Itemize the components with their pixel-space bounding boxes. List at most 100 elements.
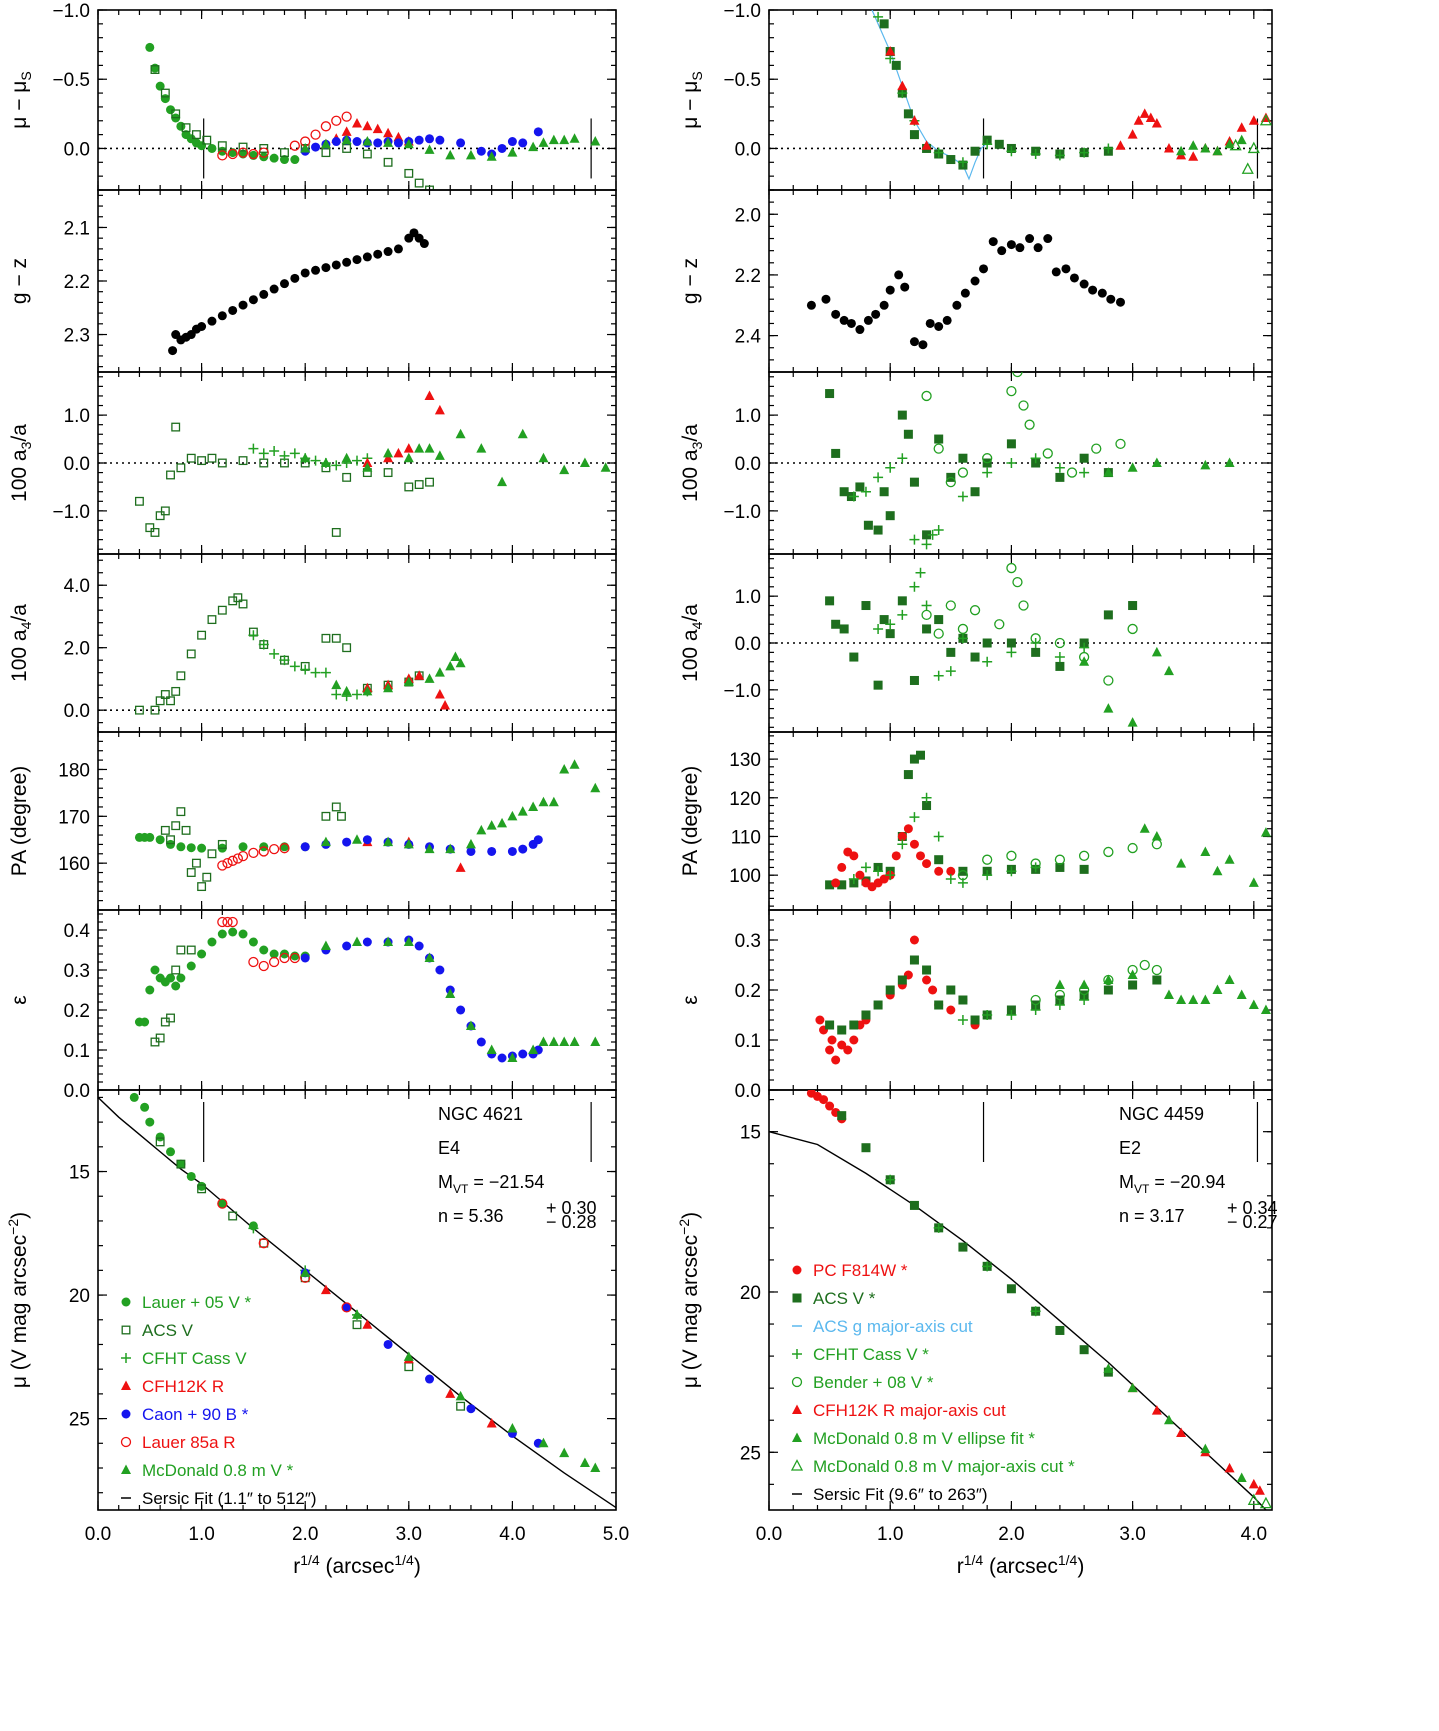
data-point [166, 973, 176, 983]
x-tick-label: 0.0 [756, 1524, 782, 1545]
label-part: r [957, 1555, 964, 1578]
data-point [341, 111, 352, 122]
data-point [486, 1418, 497, 1428]
label-part: PA (degree) [8, 766, 31, 877]
series [848, 792, 1041, 888]
series [150, 945, 196, 1047]
data-point [160, 88, 170, 98]
data-point [916, 750, 926, 760]
data-point [134, 705, 144, 715]
data-point [933, 525, 944, 536]
series [871, 10, 988, 181]
legend-label: Bender + 08 V * [813, 1373, 934, 1392]
label-part: 1/4 [300, 1552, 320, 1568]
data-point [1006, 439, 1016, 449]
data-point [538, 137, 549, 147]
series [217, 111, 352, 161]
legend-marker [121, 1464, 131, 1474]
data-point [341, 1302, 352, 1313]
panel-data [769, 1090, 1272, 1510]
y-tick-label: 0.0 [735, 634, 761, 655]
data-point [217, 311, 227, 321]
data-point [517, 806, 528, 816]
data-point [1248, 1478, 1259, 1489]
data-point [922, 965, 932, 975]
series [1054, 969, 1271, 1014]
data-point [258, 147, 269, 158]
data-point [885, 629, 895, 639]
data-point [217, 839, 227, 849]
series [134, 832, 310, 853]
data-point [1224, 457, 1235, 467]
legend-marker [121, 1409, 131, 1419]
data-point [414, 178, 424, 188]
data-point [559, 1447, 570, 1458]
series [921, 372, 1126, 488]
data-point [946, 866, 956, 876]
data-point [321, 633, 331, 643]
series [134, 927, 310, 1027]
data-point [331, 137, 341, 147]
data-point [934, 855, 944, 865]
label-part: S [18, 71, 34, 80]
label-part: ACS g major-axis cut [813, 1317, 973, 1336]
series [160, 802, 346, 892]
legend-marker [121, 1325, 131, 1335]
data-point [331, 460, 342, 471]
data-point [897, 453, 908, 464]
label-part: μ − μ [8, 81, 31, 129]
label-part: CFHT Cass V [142, 1349, 247, 1368]
data-point [1079, 864, 1089, 874]
data-point [227, 148, 238, 160]
series [1176, 134, 1247, 156]
series [168, 228, 429, 356]
panel-data [825, 750, 1271, 892]
data-point [1024, 419, 1035, 430]
data-point [310, 129, 321, 140]
data-point [518, 1049, 528, 1059]
data-point [393, 447, 404, 458]
data-point [1200, 1443, 1211, 1454]
legend: PC F814W *ACS V *ACS g major-axis cutCFH… [790, 1261, 1075, 1504]
data-point [300, 842, 310, 852]
data-point [1127, 969, 1138, 979]
data-point [486, 151, 497, 161]
data-point [1030, 858, 1041, 869]
data-point [145, 42, 155, 52]
x-tick-label: 3.0 [1119, 1524, 1145, 1545]
data-point [487, 846, 497, 856]
data-point [197, 322, 207, 331]
data-point [237, 850, 249, 862]
data-point [1151, 1405, 1162, 1415]
data-point [1127, 129, 1138, 139]
data-point [342, 941, 352, 951]
data-point [362, 457, 373, 467]
legend-label: CFH12K R [142, 1377, 224, 1396]
y-axis-label: 100 a3/a [679, 424, 705, 502]
legend-marker [121, 1297, 131, 1307]
data-point [227, 916, 238, 928]
series [217, 843, 290, 871]
data-point [957, 633, 968, 644]
y-tick-label: 0.1 [64, 1041, 90, 1062]
data-point [331, 260, 341, 270]
series [320, 759, 601, 854]
data-point [403, 676, 414, 687]
data-point [497, 143, 507, 153]
data-point [228, 305, 238, 315]
data-point [848, 874, 859, 885]
data-point [909, 1200, 919, 1210]
y-tick-label: 0.0 [64, 701, 90, 722]
data-point [248, 1223, 259, 1234]
data-point [414, 135, 424, 145]
data-point [982, 854, 993, 865]
data-point [921, 609, 932, 621]
y-tick-label: 0.0 [735, 1081, 761, 1102]
data-point [994, 139, 1004, 149]
data-point [839, 487, 849, 497]
data-point [404, 482, 414, 492]
data-point [362, 252, 372, 262]
legend-label: ACS V [142, 1321, 194, 1340]
y-axis-label: PA (degree) [679, 766, 702, 877]
data-point [181, 825, 191, 835]
